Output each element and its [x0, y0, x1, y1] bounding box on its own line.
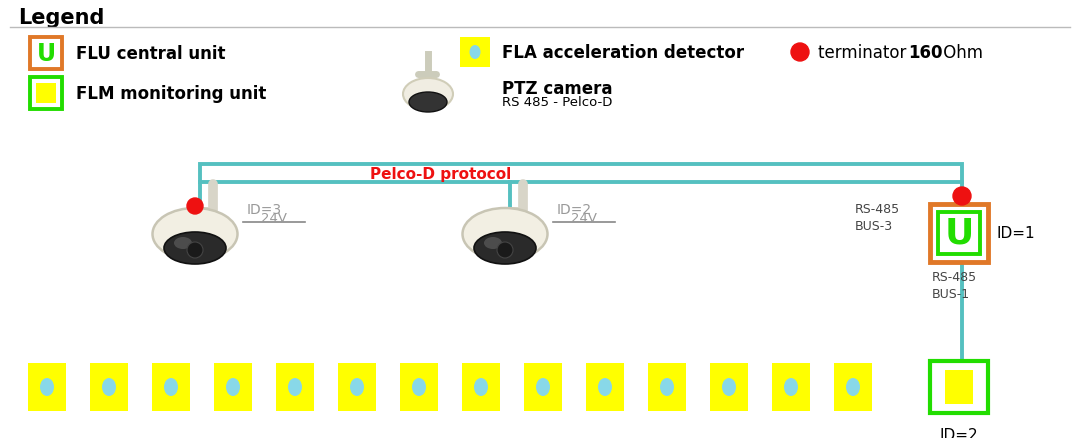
FancyBboxPatch shape: [945, 370, 973, 404]
Ellipse shape: [174, 237, 192, 249]
Text: ID=2: ID=2: [940, 427, 978, 438]
Ellipse shape: [164, 233, 226, 265]
Text: Ohm: Ohm: [939, 44, 983, 62]
Text: ID=1: ID=1: [996, 226, 1035, 241]
Ellipse shape: [484, 237, 502, 249]
Ellipse shape: [462, 208, 548, 261]
Ellipse shape: [102, 378, 116, 396]
Ellipse shape: [660, 378, 674, 396]
Circle shape: [791, 44, 809, 62]
Text: U: U: [944, 216, 974, 251]
Text: 24V: 24V: [261, 212, 287, 225]
Ellipse shape: [474, 378, 488, 396]
Text: PTZ camera: PTZ camera: [502, 80, 612, 98]
FancyBboxPatch shape: [30, 78, 62, 110]
Ellipse shape: [474, 233, 536, 265]
Ellipse shape: [288, 378, 302, 396]
FancyBboxPatch shape: [772, 363, 810, 411]
FancyBboxPatch shape: [28, 363, 66, 411]
FancyBboxPatch shape: [462, 363, 500, 411]
Text: RS-485
BUS-3: RS-485 BUS-3: [855, 202, 900, 233]
Ellipse shape: [226, 378, 240, 396]
Ellipse shape: [152, 208, 238, 261]
Text: Legend: Legend: [18, 8, 105, 28]
Ellipse shape: [411, 378, 426, 396]
Text: 160: 160: [908, 44, 943, 62]
FancyBboxPatch shape: [152, 363, 190, 411]
FancyBboxPatch shape: [524, 363, 562, 411]
Text: RS 485 - Pelco-D: RS 485 - Pelco-D: [502, 96, 612, 109]
FancyBboxPatch shape: [586, 363, 624, 411]
Text: FLM monitoring unit: FLM monitoring unit: [76, 85, 267, 103]
Ellipse shape: [536, 378, 550, 396]
FancyBboxPatch shape: [200, 165, 962, 183]
FancyBboxPatch shape: [460, 38, 490, 68]
Text: terminator: terminator: [818, 44, 912, 62]
Text: U: U: [37, 42, 55, 66]
Ellipse shape: [784, 378, 798, 396]
Ellipse shape: [470, 46, 481, 60]
Ellipse shape: [846, 378, 860, 396]
Text: FLU central unit: FLU central unit: [76, 45, 226, 63]
FancyBboxPatch shape: [834, 363, 872, 411]
FancyBboxPatch shape: [939, 212, 980, 254]
FancyBboxPatch shape: [648, 363, 686, 411]
Circle shape: [497, 243, 513, 258]
Ellipse shape: [350, 378, 364, 396]
FancyBboxPatch shape: [36, 84, 56, 104]
FancyBboxPatch shape: [710, 363, 748, 411]
Ellipse shape: [598, 378, 612, 396]
Ellipse shape: [723, 378, 735, 396]
Ellipse shape: [164, 378, 178, 396]
FancyBboxPatch shape: [30, 38, 62, 70]
Text: ID=2: ID=2: [557, 202, 592, 216]
Ellipse shape: [40, 378, 54, 396]
FancyBboxPatch shape: [400, 363, 438, 411]
Ellipse shape: [403, 79, 453, 111]
FancyBboxPatch shape: [930, 361, 988, 413]
Circle shape: [187, 243, 203, 258]
Ellipse shape: [409, 93, 447, 113]
Text: ID=3: ID=3: [247, 202, 282, 216]
Text: RS-485
BUS-1: RS-485 BUS-1: [932, 270, 977, 300]
FancyBboxPatch shape: [90, 363, 129, 411]
Circle shape: [953, 187, 971, 205]
FancyBboxPatch shape: [338, 363, 376, 411]
Text: 24V: 24V: [571, 212, 597, 225]
Text: Pelco-D protocol: Pelco-D protocol: [370, 166, 511, 181]
FancyBboxPatch shape: [930, 205, 988, 262]
FancyBboxPatch shape: [214, 363, 252, 411]
Circle shape: [187, 198, 203, 215]
Text: FLA acceleration detector: FLA acceleration detector: [502, 44, 744, 62]
FancyBboxPatch shape: [276, 363, 314, 411]
